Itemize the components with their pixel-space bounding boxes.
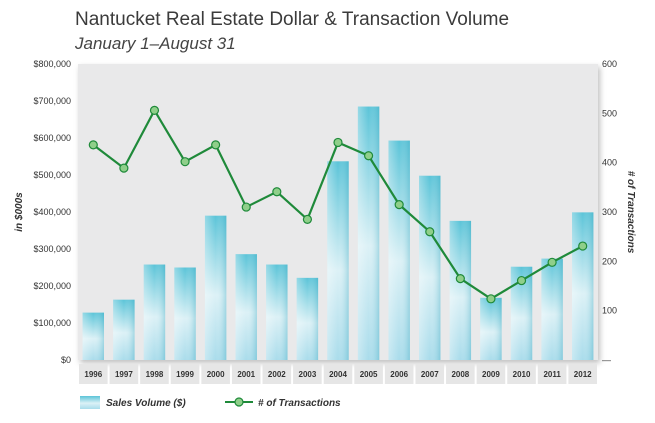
- transactions-point: [272, 187, 282, 197]
- y-tick-label: $200,000: [33, 281, 71, 291]
- y2-tick-label: 100: [602, 306, 617, 316]
- y2-axis-title: # of Transactions: [625, 171, 636, 254]
- transactions-point: [211, 140, 221, 150]
- x-tick-label: 2006: [390, 370, 408, 379]
- bar-shading: [419, 175, 441, 360]
- legend-marker-transactions: [234, 397, 244, 407]
- x-tick-label: 2000: [207, 370, 225, 379]
- transactions-point: [578, 241, 588, 251]
- y-tick-label: $700,000: [33, 96, 71, 106]
- legend-label-sales: Sales Volume ($): [106, 398, 186, 409]
- x-tick-label: 2004: [329, 370, 347, 379]
- bar-shading: [266, 264, 288, 360]
- x-tick-label: 1999: [176, 370, 194, 379]
- transactions-point: [547, 257, 557, 267]
- x-category-cell: [262, 364, 292, 384]
- transactions-point: [394, 200, 404, 210]
- y2-tick-label: 200: [602, 256, 617, 266]
- bar-shading: [541, 258, 563, 360]
- chart-subtitle: January 1–August 31: [75, 34, 236, 53]
- bar-shading: [296, 277, 319, 360]
- x-category-cell: [140, 364, 169, 384]
- x-category-cell: [354, 364, 383, 384]
- bar-shading: [235, 254, 257, 360]
- x-category-cell: [476, 364, 506, 384]
- x-category-cell: [109, 364, 139, 384]
- chart-title: Nantucket Real Estate Dollar & Transacti…: [75, 9, 510, 30]
- y2-tick-label: 400: [602, 158, 617, 168]
- x-tick-label: 2003: [299, 370, 317, 379]
- transactions-point: [241, 202, 251, 212]
- x-category-cell: [537, 364, 567, 384]
- y2-tick-label: 300: [602, 207, 617, 217]
- transactions-point: [302, 214, 313, 224]
- x-category-cell: [384, 364, 414, 384]
- bar-shading: [113, 299, 135, 360]
- x-tick-label: 1997: [115, 370, 133, 379]
- y-tick-label: $300,000: [33, 244, 71, 254]
- bar-shading: [357, 106, 380, 360]
- x-category-cell: [231, 364, 261, 384]
- legend-swatch-sales: [80, 396, 100, 409]
- bar-shading: [449, 220, 472, 360]
- y2-tick-label: —: [602, 355, 611, 365]
- x-category-cell: [507, 364, 536, 384]
- transactions-point: [119, 163, 129, 173]
- x-category-cell: [568, 364, 597, 384]
- y2-tick-label: 500: [602, 108, 617, 118]
- transactions-point: [486, 294, 496, 304]
- bar-shading: [388, 140, 410, 360]
- x-tick-label: 2011: [543, 370, 561, 379]
- x-tick-label: 2008: [451, 370, 469, 379]
- y-tick-label: $500,000: [33, 170, 71, 180]
- y-tick-label: $800,000: [33, 59, 71, 69]
- transactions-point: [88, 140, 98, 150]
- y-tick-label: $0: [61, 355, 71, 365]
- transactions-point: [516, 275, 527, 286]
- x-tick-label: 2012: [574, 370, 592, 379]
- x-category-cell: [415, 364, 445, 384]
- bar-shading: [204, 215, 227, 360]
- x-tick-label: 1996: [84, 370, 102, 379]
- bar-shading: [510, 266, 533, 360]
- bar-shading: [143, 264, 166, 360]
- y-tick-label: $100,000: [33, 318, 71, 328]
- transactions-point: [333, 137, 343, 148]
- y-axis-title: in $000s: [14, 192, 25, 232]
- transactions-point: [180, 157, 190, 167]
- x-category-cell: [293, 364, 322, 384]
- bar-shading: [327, 161, 349, 360]
- x-tick-label: 2007: [421, 370, 439, 379]
- bar-shading: [82, 312, 104, 360]
- transactions-point: [455, 274, 465, 284]
- x-category-cell: [323, 364, 353, 384]
- x-category-cell: [79, 364, 108, 384]
- y2-tick-label: 600: [602, 59, 617, 69]
- x-tick-label: 2002: [268, 370, 286, 379]
- x-tick-label: 2005: [360, 370, 378, 379]
- bar-shading: [572, 212, 594, 360]
- legend-label-transactions: # of Transactions: [258, 398, 341, 409]
- x-tick-label: 2010: [513, 370, 531, 379]
- x-category-cell: [201, 364, 230, 384]
- x-tick-label: 2001: [237, 370, 255, 379]
- y-tick-label: $400,000: [33, 207, 71, 217]
- bar-shading: [480, 297, 502, 360]
- x-tick-label: 1998: [146, 370, 164, 379]
- y-tick-label: $600,000: [33, 133, 71, 143]
- x-tick-label: 2009: [482, 370, 500, 379]
- transactions-point: [425, 227, 435, 237]
- transactions-point: [149, 105, 160, 115]
- transactions-point: [363, 151, 374, 161]
- x-category-cell: [170, 364, 200, 384]
- x-category-cell: [446, 364, 475, 384]
- bar-shading: [174, 267, 196, 360]
